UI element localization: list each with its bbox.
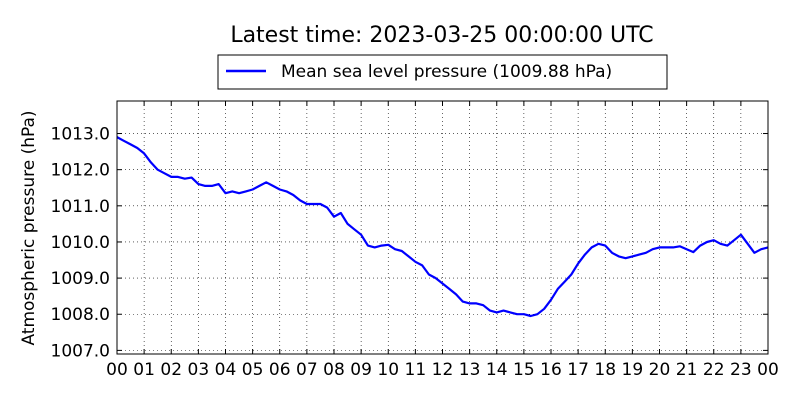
- x-tick-label: 08: [323, 360, 345, 380]
- x-tick-label: 21: [676, 360, 698, 380]
- x-tick-label: 14: [486, 360, 508, 380]
- y-tick-label: 1008.0: [51, 305, 110, 325]
- x-tick-label: 09: [350, 360, 372, 380]
- x-tick-label: 16: [540, 360, 562, 380]
- x-tick-label: 00: [757, 360, 779, 380]
- y-tick-label: 1007.0: [51, 341, 110, 361]
- x-tick-label: 11: [405, 360, 427, 380]
- x-tick-label: 00: [106, 360, 128, 380]
- legend-box: [217, 54, 668, 90]
- x-tick-label: 19: [622, 360, 644, 380]
- x-tick-label: 07: [296, 360, 318, 380]
- y-tick-label: 1012.0: [51, 161, 110, 181]
- x-tick-label: 20: [649, 360, 671, 380]
- x-tick-label: 13: [459, 360, 481, 380]
- series-line-mslp: [116, 136, 769, 318]
- y-tick-label: 1011.0: [51, 197, 110, 217]
- axis-ticks: [116, 101, 769, 354]
- x-tick-label: 03: [188, 360, 210, 380]
- x-tick-label: 22: [703, 360, 725, 380]
- x-tick-label: 05: [242, 360, 264, 380]
- x-tick-label: 01: [133, 360, 155, 380]
- legend-entry-label: Mean sea level pressure (1009.88 hPa): [281, 62, 612, 82]
- x-tick-label: 12: [432, 360, 454, 380]
- y-tick-label: 1013.0: [51, 125, 110, 145]
- y-tick-labels: 1007.0 1008.0 1009.0 1010.0 1011.0 1012.0 1013…: [51, 125, 110, 362]
- y-tick-label: 1010.0: [51, 233, 110, 253]
- y-axis-label: Atmospheric pressure (hPa): [19, 110, 39, 345]
- x-tick-label: 18: [594, 360, 616, 380]
- x-tick-label: 23: [730, 360, 752, 380]
- x-tick-label: 15: [513, 360, 535, 380]
- legend: Mean sea level pressure (1009.88 hPa): [217, 54, 668, 90]
- y-tick-label: 1009.0: [51, 269, 110, 289]
- x-tick-label: 17: [567, 360, 589, 380]
- plot-area-frame: [116, 100, 769, 355]
- x-tick-label: 06: [269, 360, 291, 380]
- x-tick-labels: 00 01 02 03 04 05 06 07 08 09 10 11 12 13 14 15 16 17 18 19…: [106, 360, 779, 380]
- x-tick-label: 10: [377, 360, 399, 380]
- grid-lines: [117, 101, 768, 354]
- chart-title: Latest time: 2023-03-25 00:00:00 UTC: [230, 23, 653, 48]
- x-tick-label: 04: [215, 360, 237, 380]
- x-tick-label: 02: [160, 360, 182, 380]
